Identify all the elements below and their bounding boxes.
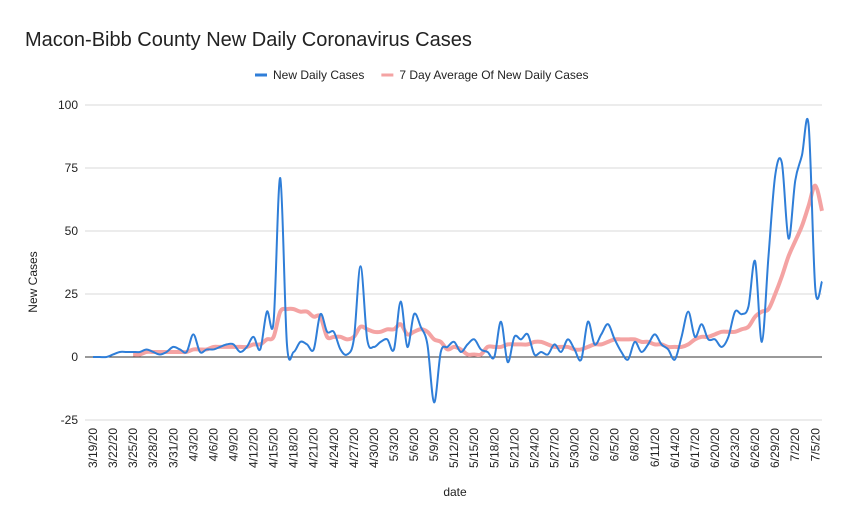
- y-tick-label: 25: [65, 287, 79, 301]
- x-tick-label: 7/2/20: [788, 428, 802, 462]
- x-tick-label: 6/26/20: [748, 428, 762, 468]
- x-tick-label: 4/6/20: [206, 428, 220, 462]
- x-tick-label: 4/27/20: [347, 428, 361, 468]
- y-tick-label: 0: [71, 350, 78, 364]
- x-tick-label: 5/18/20: [487, 428, 501, 468]
- x-tick-label: 4/30/20: [367, 428, 381, 468]
- y-tick-label: -25: [61, 413, 79, 427]
- x-tick-label: 4/15/20: [267, 428, 281, 468]
- x-tick-label: 5/24/20: [527, 428, 541, 468]
- x-tick-label: 3/31/20: [166, 428, 180, 468]
- x-tick-label: 7/5/20: [808, 428, 822, 462]
- x-tick-label: 4/21/20: [307, 428, 321, 468]
- x-tick-label: 4/12/20: [247, 428, 261, 468]
- x-tick-label: 6/8/20: [628, 428, 642, 462]
- x-tick-label: 3/22/20: [106, 428, 120, 468]
- y-tick-label: 75: [65, 161, 79, 175]
- x-tick-label: 4/3/20: [186, 428, 200, 462]
- x-tick-label: 4/18/20: [287, 428, 301, 468]
- x-tick-label: 6/23/20: [728, 428, 742, 468]
- x-tick-label: 5/6/20: [407, 428, 421, 462]
- x-tick-label: 5/12/20: [447, 428, 461, 468]
- x-tick-label: 3/19/20: [86, 428, 100, 468]
- x-tick-label: 3/28/20: [146, 428, 160, 468]
- x-tick-label: 5/30/20: [568, 428, 582, 468]
- chart-title: Macon-Bibb County New Daily Coronavirus …: [25, 29, 472, 51]
- x-tick-label: 6/17/20: [688, 428, 702, 468]
- x-tick-label: 5/27/20: [547, 428, 561, 468]
- x-tick-label: 6/5/20: [608, 428, 622, 462]
- y-axis-label: New Cases: [26, 251, 40, 312]
- x-tick-label: 6/14/20: [668, 428, 682, 468]
- y-tick-label: 50: [65, 224, 79, 238]
- legend-label: New Daily Cases: [273, 68, 364, 82]
- x-tick-label: 3/25/20: [126, 428, 140, 468]
- x-axis-label: date: [443, 485, 467, 499]
- x-tick-label: 5/21/20: [507, 428, 521, 468]
- x-tick-label: 4/24/20: [327, 428, 341, 468]
- series-line: [93, 117, 823, 404]
- x-tick-label: 5/3/20: [387, 428, 401, 462]
- x-tick-label: 6/20/20: [708, 428, 722, 468]
- x-tick-label: 4/9/20: [226, 428, 240, 462]
- x-tick-label: 6/29/20: [768, 428, 782, 468]
- x-tick-label: 5/15/20: [467, 428, 481, 468]
- legend-label: 7 Day Average Of New Daily Cases: [399, 68, 588, 82]
- x-tick-label: 6/2/20: [588, 428, 602, 462]
- x-tick-label: 5/9/20: [427, 428, 441, 462]
- x-tick-label: 6/11/20: [648, 428, 662, 467]
- y-tick-label: 100: [58, 98, 78, 112]
